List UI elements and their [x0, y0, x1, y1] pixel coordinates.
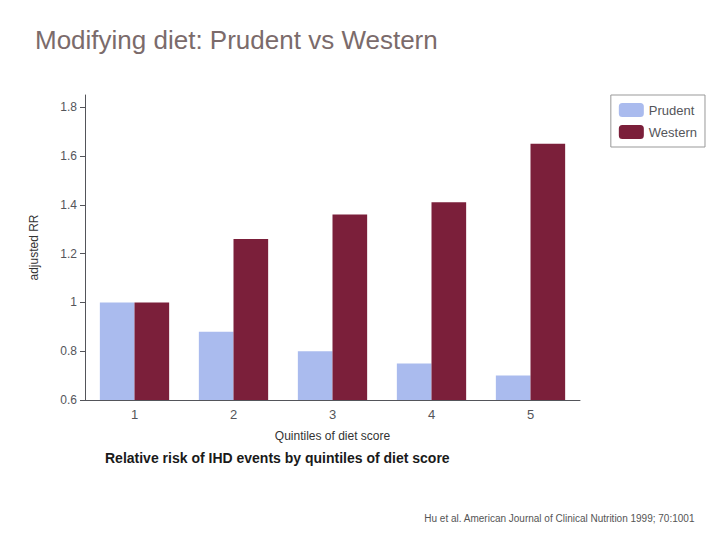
svg-text:0.8: 0.8	[60, 344, 77, 358]
svg-text:0.6: 0.6	[60, 393, 77, 407]
svg-text:Prudent: Prudent	[649, 103, 695, 118]
svg-text:adjusted RR: adjusted RR	[27, 214, 41, 280]
svg-text:Relative risk of IHD events by: Relative risk of IHD events by quintiles…	[105, 450, 450, 466]
svg-text:1: 1	[70, 295, 77, 309]
svg-text:Quintiles of diet score: Quintiles of diet score	[275, 429, 391, 443]
svg-text:2: 2	[230, 407, 237, 422]
svg-text:Modifying diet: Prudent vs Wes: Modifying diet: Prudent vs Western	[35, 25, 438, 55]
svg-text:1.2: 1.2	[60, 247, 77, 261]
svg-text:3: 3	[329, 407, 336, 422]
svg-text:1.8: 1.8	[60, 100, 77, 114]
svg-text:1: 1	[131, 407, 138, 422]
svg-text:Hu et al. American Journal of: Hu et al. American Journal of Clinical N…	[424, 513, 695, 524]
svg-text:1.4: 1.4	[60, 198, 77, 212]
svg-text:1.6: 1.6	[60, 149, 77, 163]
svg-text:5: 5	[527, 407, 534, 422]
svg-text:Western: Western	[649, 125, 697, 140]
svg-text:4: 4	[428, 407, 435, 422]
